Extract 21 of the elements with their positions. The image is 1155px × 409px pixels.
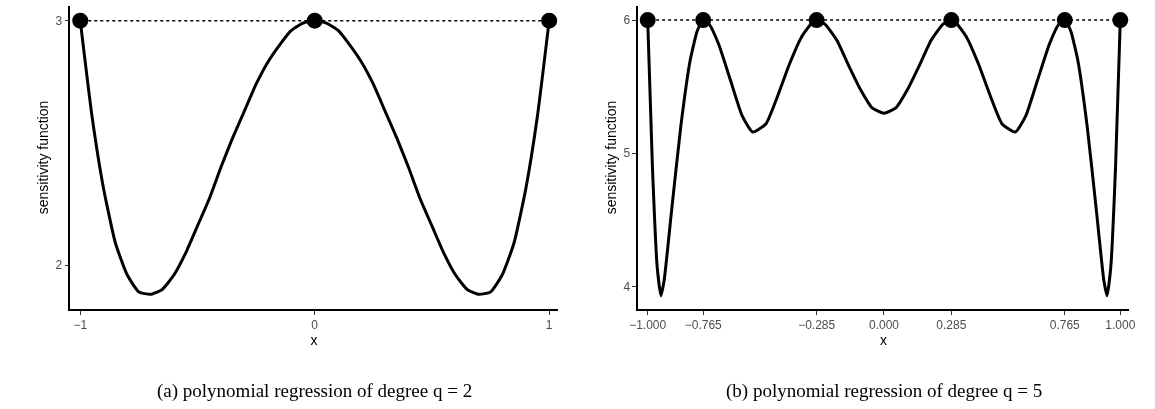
x-tick-label: −1.000	[629, 318, 667, 333]
x-tick-label: −1	[73, 318, 88, 333]
y-tick-label: 6	[623, 13, 631, 28]
x-tick-label: 1	[545, 318, 553, 333]
x-axis-title: x	[880, 332, 888, 349]
text: (b) polynomial regression of degree q = 5	[726, 380, 1043, 402]
x-tick-label: 0.000	[868, 318, 900, 333]
y-tick-label: 4	[623, 279, 631, 294]
y-tick-label: 2	[55, 258, 63, 273]
y-axis-title: sensitivity function	[34, 100, 51, 215]
text: (a) polynomial regression of degree q = 2	[157, 380, 473, 402]
x-axis-title: x	[310, 332, 318, 349]
y-axis-title: sensitivity function	[602, 100, 619, 215]
x-tick-label: −0.285	[798, 318, 836, 333]
x-tick-label: −0.765	[684, 318, 723, 333]
x-tick-label: 1.000	[1105, 318, 1136, 333]
y-tick-label: 3	[55, 13, 63, 28]
x-tick-label: 0.285	[936, 318, 967, 333]
x-tick-label: 0.765	[1049, 318, 1081, 333]
x-tick-label: 0	[311, 318, 319, 333]
y-tick-label: 5	[623, 146, 631, 161]
